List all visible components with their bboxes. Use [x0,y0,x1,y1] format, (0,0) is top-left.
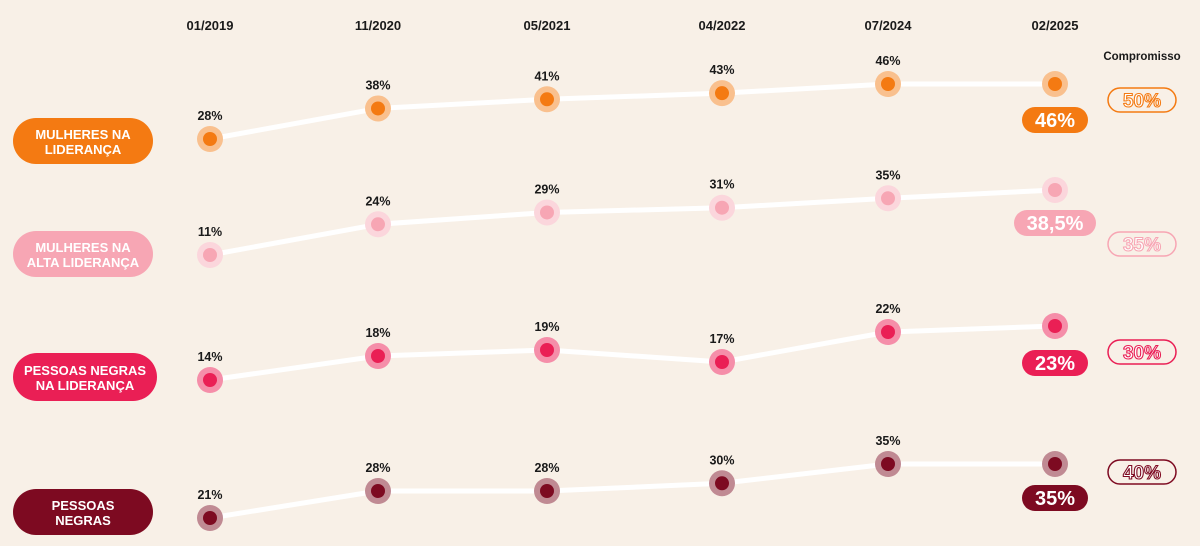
data-point [1048,457,1062,471]
data-point [371,484,385,498]
data-label: 38% [365,78,390,92]
series-line [207,187,1058,258]
data-point [881,325,895,339]
series-label-pill [13,353,157,401]
data-label: 29% [534,182,559,196]
period-header: 11/2020 [355,18,401,33]
data-label: 11% [198,225,222,239]
period-header: 01/2019 [187,18,234,33]
data-label: 28% [534,461,559,475]
data-label: 17% [709,332,734,346]
series-label-pill [13,118,153,164]
data-label: 21% [197,488,222,502]
data-point [540,92,554,107]
commitment-label: 40% [1123,463,1161,484]
commitment-badge [1107,339,1177,365]
data-point [540,205,554,220]
series-row: 14% 18% 19% 17% 22% PESSOAS NEGRAS NA LIDERANÇ… [13,302,1177,401]
data-point [371,217,385,232]
commitment-header: Compromisso [1103,51,1180,63]
series-line [207,81,1058,142]
data-label: 35% [875,168,900,182]
data-point [203,511,217,525]
data-point [1048,319,1062,333]
data-point [540,484,554,498]
data-point [371,101,385,116]
data-label: 28% [197,109,222,123]
series-label: MULHERES NA ALTA LIDERANÇA [27,240,140,270]
series-row: 28% 38% 41% 43% 46% MULHERES NA LIDERANÇA 46% 50… [13,54,1177,164]
series-label: PESSOAS NEGRAS [52,498,115,528]
data-point [715,200,729,215]
data-label: 41% [534,69,559,83]
data-label: 14% [197,350,222,364]
period-header: 04/2022 [699,18,746,33]
series-row: 21% 28% 28% 30% 35% PESSOAS NEGRAS 35% 40% [13,434,1177,535]
data-point [715,86,729,101]
data-point [203,373,217,387]
period-header: 02/2025 [1032,18,1079,33]
data-label: 22% [875,302,900,316]
commitment-badge [1107,459,1177,485]
data-point [1048,77,1062,91]
current-value-badge [1022,485,1088,511]
data-point [371,349,385,363]
data-label: 46% [875,54,900,68]
data-point [203,248,217,262]
commitment-badge [1107,87,1177,113]
series-line [207,323,1058,383]
data-label: 24% [365,194,390,208]
data-point [881,191,895,206]
current-value-badge [1014,210,1096,236]
series-label-pill [13,231,153,277]
current-value-label: 38,5% [1027,213,1084,235]
current-value-badge [1022,107,1088,133]
commitment-label: 30% [1123,343,1161,364]
data-label: 35% [875,434,900,448]
series-rows: 28% 38% 41% 43% 46% MULHERES NA LIDERANÇA 46% 50… [13,54,1177,535]
period-header: 07/2024 [865,18,913,33]
period-headers: 01/2019 11/2020 05/2021 04/2022 07/2024 02/20… [187,18,1079,33]
data-point [715,355,729,369]
series-label-pill [13,489,153,535]
data-point [203,132,217,146]
data-label: 43% [709,63,734,77]
data-label: 30% [709,453,734,467]
data-label: 31% [709,178,734,192]
commitment-badge [1107,231,1177,257]
data-point [1048,183,1062,197]
current-value-badge [1022,350,1088,376]
period-header: 05/2021 [524,18,571,33]
data-point [540,343,554,357]
series-label: MULHERES NA LIDERANÇA [35,127,131,157]
commitment-label: 35% [1123,235,1161,256]
current-value-label: 46% [1035,110,1075,132]
data-label: 28% [365,461,390,475]
data-point [881,77,895,91]
current-value-label: 23% [1035,353,1075,375]
series-row: 11% 24% 29% 31% 35% MULHERES NA ALTA LIDERANÇA… [13,168,1177,277]
data-point [715,476,729,491]
data-label: 19% [534,320,559,334]
series-line [207,461,1058,521]
commitment-label: 50% [1123,91,1161,112]
current-value-label: 35% [1035,488,1075,510]
data-point [881,457,895,471]
data-label: 18% [365,326,390,340]
series-label: PESSOAS NEGRAS NA LIDERANÇA [24,363,146,393]
